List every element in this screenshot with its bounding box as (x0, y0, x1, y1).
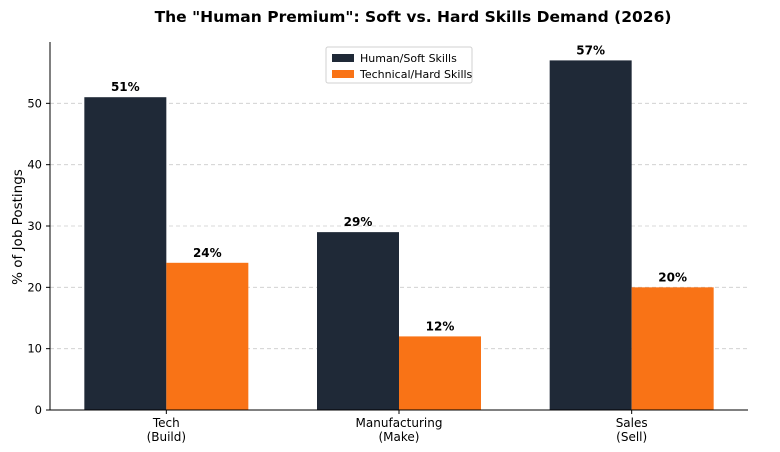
bar-hard-0 (166, 262, 249, 410)
legend-swatch (332, 70, 354, 78)
bars (84, 60, 714, 411)
bar-hard-2 (631, 287, 714, 410)
x-tick-label: (Build) (147, 430, 187, 444)
y-axis-label: % of Job Postings (10, 169, 26, 285)
data-labels: 51% 24% 29% 12% 57% 20% (111, 43, 687, 333)
legend-swatch (332, 54, 354, 62)
bar-hard-1 (399, 336, 481, 410)
x-tick-label: Tech (152, 416, 180, 430)
bar-soft-0 (84, 97, 167, 410)
bar-soft-2 (549, 60, 632, 411)
y-tick-label: 20 (27, 280, 42, 294)
data-label: 29% (344, 215, 373, 229)
axes: 0 10 20 30 40 50 Tech(Build) Manufacturing(Make… (27, 42, 748, 444)
x-tick-label: Manufacturing (356, 416, 443, 430)
legend-label: Human/Soft Skills (360, 52, 457, 65)
legend: Human/Soft Skills Technical/Hard Skills (325, 46, 473, 84)
y-tick-label: 0 (35, 403, 42, 417)
data-label: 51% (111, 80, 140, 94)
bar-soft-1 (317, 232, 399, 410)
y-tick-label: 50 (27, 96, 42, 110)
data-label: 20% (658, 270, 687, 284)
legend-label: Technical/Hard Skills (359, 68, 473, 81)
y-tick-label: 40 (27, 158, 42, 172)
y-tick-label: 30 (27, 219, 42, 233)
y-tick-label: 10 (27, 342, 42, 356)
data-label: 24% (193, 246, 222, 260)
data-label: 12% (426, 319, 455, 333)
x-tick-label: (Make) (379, 430, 420, 444)
legend-box (325, 46, 473, 84)
x-tick-label: (Sell) (616, 430, 647, 444)
data-label: 57% (576, 43, 605, 57)
chart-title: The "Human Premium": Soft vs. Hard Skill… (155, 8, 672, 26)
x-tick-label: Sales (616, 416, 648, 430)
